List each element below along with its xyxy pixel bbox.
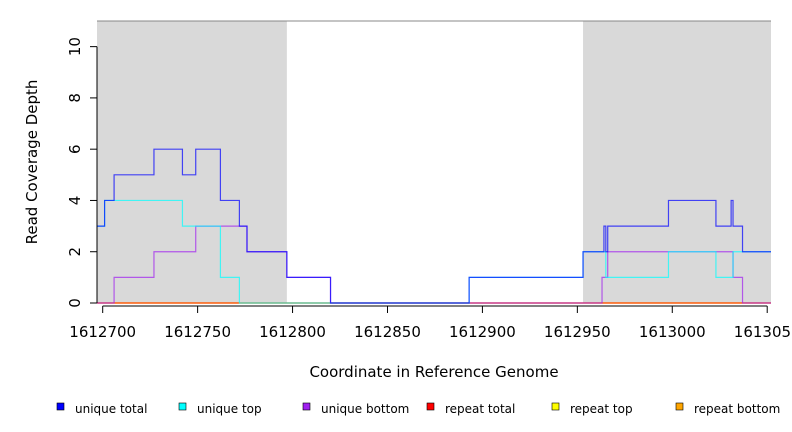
shaded-region xyxy=(583,21,771,303)
legend-label: repeat bottom xyxy=(694,402,780,416)
legend-swatch xyxy=(178,402,187,411)
y-tick-label: 2 xyxy=(66,247,84,257)
series-lines xyxy=(97,148,771,304)
x-tick-label: 1612700 xyxy=(69,323,136,341)
y-tick-label: 6 xyxy=(66,144,84,154)
x-tick-label: 1612950 xyxy=(544,323,611,341)
legend-label: unique total xyxy=(75,402,147,416)
x-tick-label: 1612850 xyxy=(354,323,421,341)
x-tick-label: 1612750 xyxy=(164,323,231,341)
legend-label: unique bottom xyxy=(321,402,409,416)
legend-label: repeat total xyxy=(445,402,515,416)
y-tick-label: 10 xyxy=(66,37,84,56)
shaded-region xyxy=(97,21,287,303)
legend-swatch xyxy=(302,402,311,411)
y-tick-label: 0 xyxy=(66,298,84,308)
legend-swatch xyxy=(551,402,560,411)
x-tick-label: 1612900 xyxy=(449,323,516,341)
shaded-regions xyxy=(97,21,771,303)
y-tick-label: 4 xyxy=(66,196,84,206)
legend-swatch xyxy=(675,402,684,411)
y-tick-label: 8 xyxy=(66,93,84,103)
legend-label: unique top xyxy=(197,402,262,416)
series-line-unique-total xyxy=(97,148,771,304)
legend-label: repeat top xyxy=(570,402,633,416)
legend-swatch xyxy=(56,402,65,411)
legend-swatch xyxy=(426,402,435,411)
x-axis-label: Coordinate in Reference Genome xyxy=(309,363,558,381)
axes: 0 2 4 6 8 10 1612700 1612750 1612800 1612850 16129… xyxy=(66,37,792,341)
x-tick-label: 1612800 xyxy=(259,323,326,341)
legend: unique total unique top unique bottom repea… xyxy=(56,402,780,416)
y-axis-label: Read Coverage Depth xyxy=(23,80,41,245)
x-tick-label: 1613050 xyxy=(734,323,792,341)
x-tick-label: 1613000 xyxy=(639,323,706,341)
